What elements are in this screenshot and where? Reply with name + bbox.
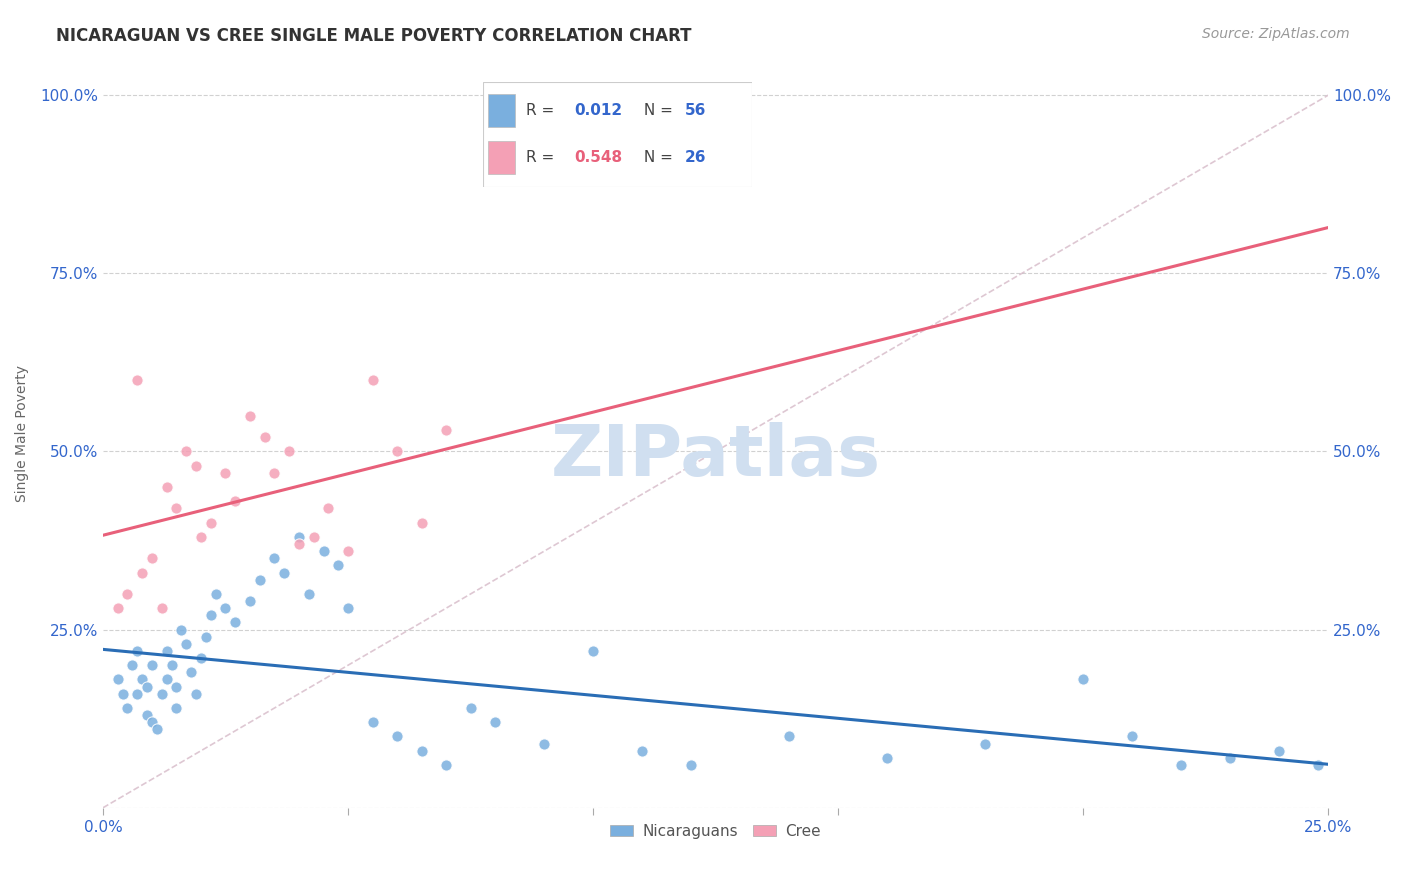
Point	[974, 737, 997, 751]
Point	[288, 537, 311, 551]
Point	[107, 601, 129, 615]
Point	[361, 373, 384, 387]
Point	[214, 601, 236, 615]
Point	[131, 673, 153, 687]
Point	[156, 644, 179, 658]
Point	[1071, 673, 1094, 687]
Point	[184, 687, 207, 701]
Point	[337, 601, 360, 615]
Text: Source: ZipAtlas.com: Source: ZipAtlas.com	[1202, 27, 1350, 41]
Point	[160, 658, 183, 673]
Point	[253, 430, 276, 444]
Point	[1268, 744, 1291, 758]
Point	[239, 409, 262, 423]
Point	[298, 587, 321, 601]
Point	[146, 723, 169, 737]
Y-axis label: Single Male Poverty: Single Male Poverty	[15, 365, 30, 502]
Point	[239, 594, 262, 608]
Point	[156, 673, 179, 687]
Point	[141, 551, 163, 566]
Point	[141, 715, 163, 730]
Point	[174, 444, 197, 458]
Point	[263, 466, 285, 480]
Point	[631, 744, 654, 758]
Point	[361, 715, 384, 730]
Point	[180, 665, 202, 680]
Point	[1219, 751, 1241, 765]
Point	[224, 615, 246, 630]
Point	[204, 587, 226, 601]
Point	[411, 744, 433, 758]
Point	[107, 673, 129, 687]
Legend: Nicaraguans, Cree: Nicaraguans, Cree	[605, 818, 827, 845]
Point	[136, 708, 159, 723]
Point	[434, 758, 457, 772]
Point	[249, 573, 271, 587]
Point	[1170, 758, 1192, 772]
Point	[876, 751, 898, 765]
Point	[156, 480, 179, 494]
Point	[385, 730, 408, 744]
Point	[127, 687, 149, 701]
Point	[484, 715, 506, 730]
Point	[778, 730, 800, 744]
Point	[681, 758, 703, 772]
Point	[328, 558, 350, 573]
Point	[117, 701, 139, 715]
Point	[1308, 758, 1330, 772]
Point	[117, 587, 139, 601]
Point	[190, 530, 212, 544]
Point	[302, 530, 325, 544]
Point	[582, 644, 605, 658]
Point	[166, 680, 188, 694]
Point	[224, 494, 246, 508]
Point	[190, 651, 212, 665]
Point	[111, 687, 134, 701]
Point	[533, 737, 555, 751]
Point	[150, 601, 173, 615]
Point	[263, 551, 285, 566]
Point	[184, 458, 207, 473]
Point	[460, 701, 482, 715]
Point	[127, 373, 149, 387]
Point	[288, 530, 311, 544]
Point	[166, 501, 188, 516]
Point	[312, 544, 335, 558]
Point	[121, 658, 143, 673]
Point	[194, 630, 217, 644]
Point	[411, 516, 433, 530]
Point	[273, 566, 295, 580]
Point	[385, 444, 408, 458]
Point	[434, 423, 457, 437]
Point	[214, 466, 236, 480]
Point	[1121, 730, 1143, 744]
Point	[141, 658, 163, 673]
Text: NICARAGUAN VS CREE SINGLE MALE POVERTY CORRELATION CHART: NICARAGUAN VS CREE SINGLE MALE POVERTY C…	[56, 27, 692, 45]
Point	[170, 623, 193, 637]
Point	[150, 687, 173, 701]
Text: ZIPatlas: ZIPatlas	[551, 422, 880, 491]
Point	[318, 501, 340, 516]
Point	[200, 608, 222, 623]
Point	[278, 444, 301, 458]
Point	[174, 637, 197, 651]
Point	[127, 644, 149, 658]
Point	[200, 516, 222, 530]
Point	[337, 544, 360, 558]
Point	[166, 701, 188, 715]
Point	[131, 566, 153, 580]
Point	[136, 680, 159, 694]
